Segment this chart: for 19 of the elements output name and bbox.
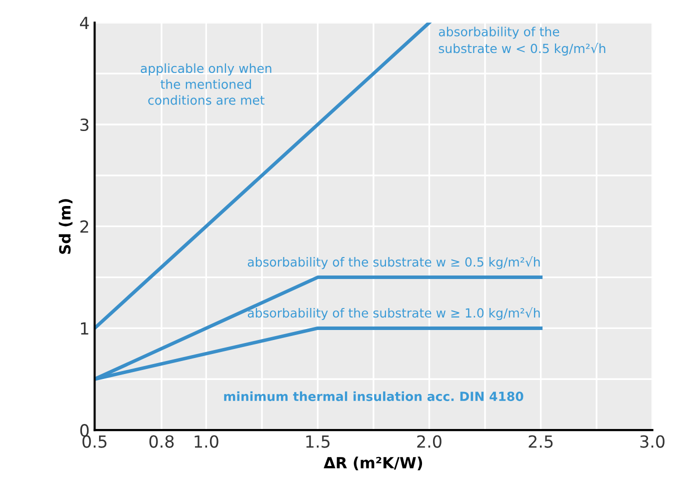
y-axis-title: Sd (m)	[58, 199, 72, 254]
y-tick-label: 2	[80, 220, 88, 233]
series-label: absorbability of the substrate w ≥ 1.0 kg/m²√h	[248, 307, 540, 320]
x-tick-label: 2.5	[528, 435, 553, 448]
series-label: absorbability of the substrate w ≥ 0.5 kg/m²√h	[248, 256, 540, 270]
y-tick-label: 1	[81, 322, 88, 335]
x-tick-label: 3.0	[640, 435, 664, 448]
x-axis-title: ΔR (m²K/W)	[324, 456, 422, 470]
x-tick-label: 1.0	[194, 435, 218, 448]
y-tick-label: 3	[80, 118, 88, 132]
annotation: minimum thermal insulation acc. DIN 4180	[224, 391, 524, 402]
x-tick-label: 1.5	[306, 435, 330, 448]
y-tick-label: 4	[80, 16, 89, 29]
x-tick-label: 0.5	[82, 435, 106, 448]
annotation: applicable only when the mentioned conditions are met	[140, 63, 272, 105]
x-tick-label: 2.0	[417, 435, 442, 448]
y-tick-label: 0	[80, 424, 89, 437]
x-tick-label: 0.8	[149, 435, 174, 448]
series-label: absorbability of the substrate w < 0.5 kg/m²√h	[438, 26, 606, 56]
